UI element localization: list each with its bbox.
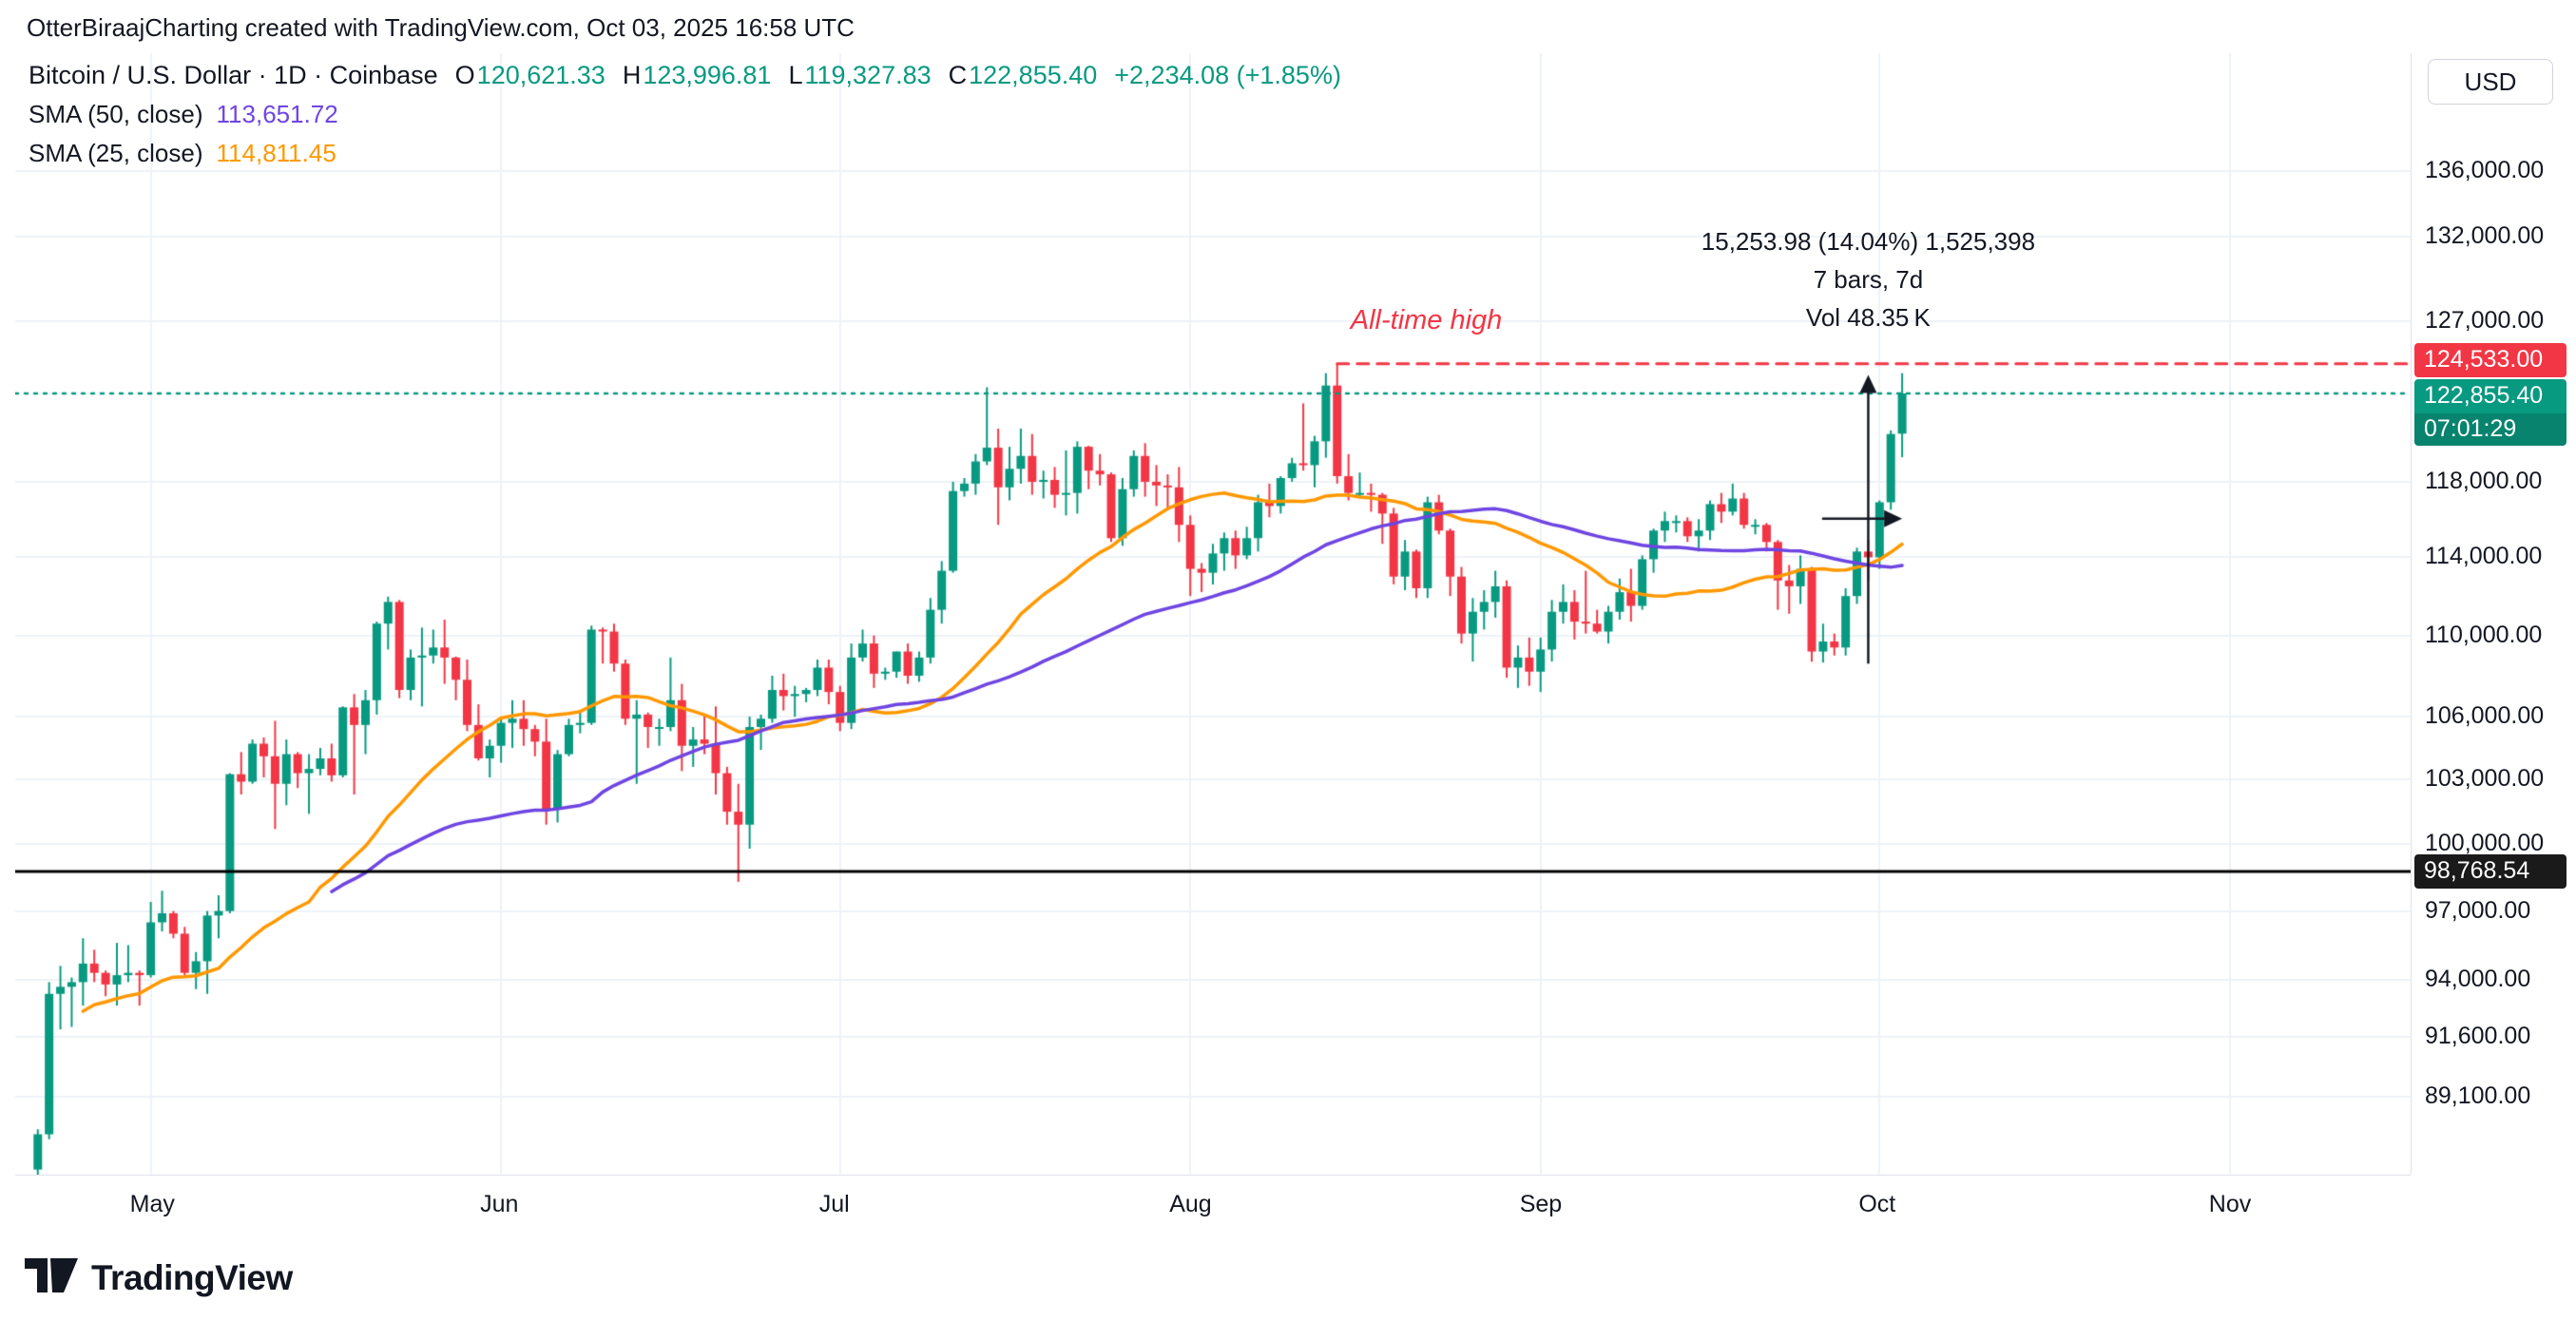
all-time-high-label[interactable]: All-time high bbox=[1350, 304, 1503, 335]
tradingview-brand[interactable]: TradingView bbox=[25, 1258, 293, 1298]
measure-volume: Vol 48.35 K bbox=[1805, 303, 1931, 333]
indicator-value: 113,651.72 bbox=[216, 100, 338, 128]
tradingview-logo-icon bbox=[25, 1258, 78, 1298]
price-axis-label: 110,000.00 bbox=[2425, 621, 2543, 648]
countdown-badge: 07:01:29 bbox=[2414, 412, 2566, 446]
time-axis-label: Oct bbox=[1858, 1191, 1896, 1217]
price-chart-canvas[interactable] bbox=[15, 53, 2411, 1175]
price-axis-label: 91,600.00 bbox=[2425, 1022, 2531, 1049]
time-axis[interactable]: May Jun Jul Aug Sep Oct Nov bbox=[15, 1175, 2411, 1231]
indicator-row-sma25[interactable]: SMA (25, close) 114,811.45 bbox=[29, 139, 1341, 168]
price-axis-label: 97,000.00 bbox=[2425, 896, 2531, 924]
tradingview-wordmark: TradingView bbox=[91, 1258, 293, 1297]
time-axis-label: Nov bbox=[2208, 1191, 2252, 1217]
price-axis-label: 132,000.00 bbox=[2425, 221, 2545, 249]
measure-tool-text[interactable]: 15,253.98 (14.04%) 1,525,398 7 bars, 7d … bbox=[1701, 222, 2035, 336]
ohlc-close: C122,855.40 bbox=[948, 61, 1098, 89]
time-axis-label: May bbox=[129, 1191, 175, 1217]
price-axis-label: 100,000.00 bbox=[2425, 830, 2545, 857]
ath-price-badge: 124,533.00 bbox=[2414, 342, 2566, 377]
currency-button[interactable]: USD bbox=[2428, 59, 2553, 105]
indicator-row-sma50[interactable]: SMA (50, close) 113,651.72 bbox=[29, 100, 1341, 129]
price-axis-label: 118,000.00 bbox=[2425, 467, 2543, 494]
symbol-title[interactable]: Bitcoin / U.S. Dollar · 1D · Coinbase bbox=[29, 61, 438, 89]
attribution-text: OtterBiraajCharting created with Trading… bbox=[27, 13, 855, 42]
time-axis-label: Jun bbox=[480, 1191, 519, 1217]
indicator-value: 114,811.45 bbox=[216, 139, 336, 167]
change-value: +2,234.08 (+1.85%) bbox=[1114, 61, 1341, 89]
last-price-badge: 122,855.40 bbox=[2414, 378, 2566, 413]
price-axis-label: 103,000.00 bbox=[2425, 765, 2545, 793]
measure-price-change: 15,253.98 (14.04%) 1,525,398 bbox=[1701, 227, 2036, 257]
price-axis-label: 89,100.00 bbox=[2425, 1082, 2531, 1110]
last-price-badge-group: 122,855.40 07:01:29 bbox=[2414, 378, 2566, 446]
time-axis-label: Jul bbox=[818, 1191, 850, 1217]
price-axis[interactable]: 124,533.00 122,855.40 07:01:29 98,768.54… bbox=[2411, 53, 2576, 1175]
price-axis-label: 136,000.00 bbox=[2425, 156, 2545, 183]
price-axis-label: 94,000.00 bbox=[2425, 965, 2531, 992]
symbol-row: Bitcoin / U.S. Dollar · 1D · Coinbase O1… bbox=[29, 61, 1341, 90]
price-axis-label: 106,000.00 bbox=[2425, 702, 2545, 730]
time-axis-label: Sep bbox=[1519, 1191, 1563, 1217]
indicator-label: SMA (25, close) bbox=[29, 139, 203, 167]
time-axis-label: Aug bbox=[1169, 1191, 1212, 1217]
indicator-label: SMA (50, close) bbox=[29, 100, 203, 128]
measure-bars: 7 bars, 7d bbox=[1813, 265, 1924, 295]
price-axis-label: 127,000.00 bbox=[2425, 306, 2545, 334]
level-price-badge: 98,768.54 bbox=[2414, 853, 2566, 889]
ohlc-high: H123,996.81 bbox=[622, 61, 772, 89]
price-axis-label: 114,000.00 bbox=[2425, 543, 2543, 570]
chart-legend: Bitcoin / U.S. Dollar · 1D · Coinbase O1… bbox=[29, 61, 1341, 168]
ohlc-open: O120,621.33 bbox=[454, 61, 606, 89]
ohlc-low: L119,327.83 bbox=[788, 61, 932, 89]
